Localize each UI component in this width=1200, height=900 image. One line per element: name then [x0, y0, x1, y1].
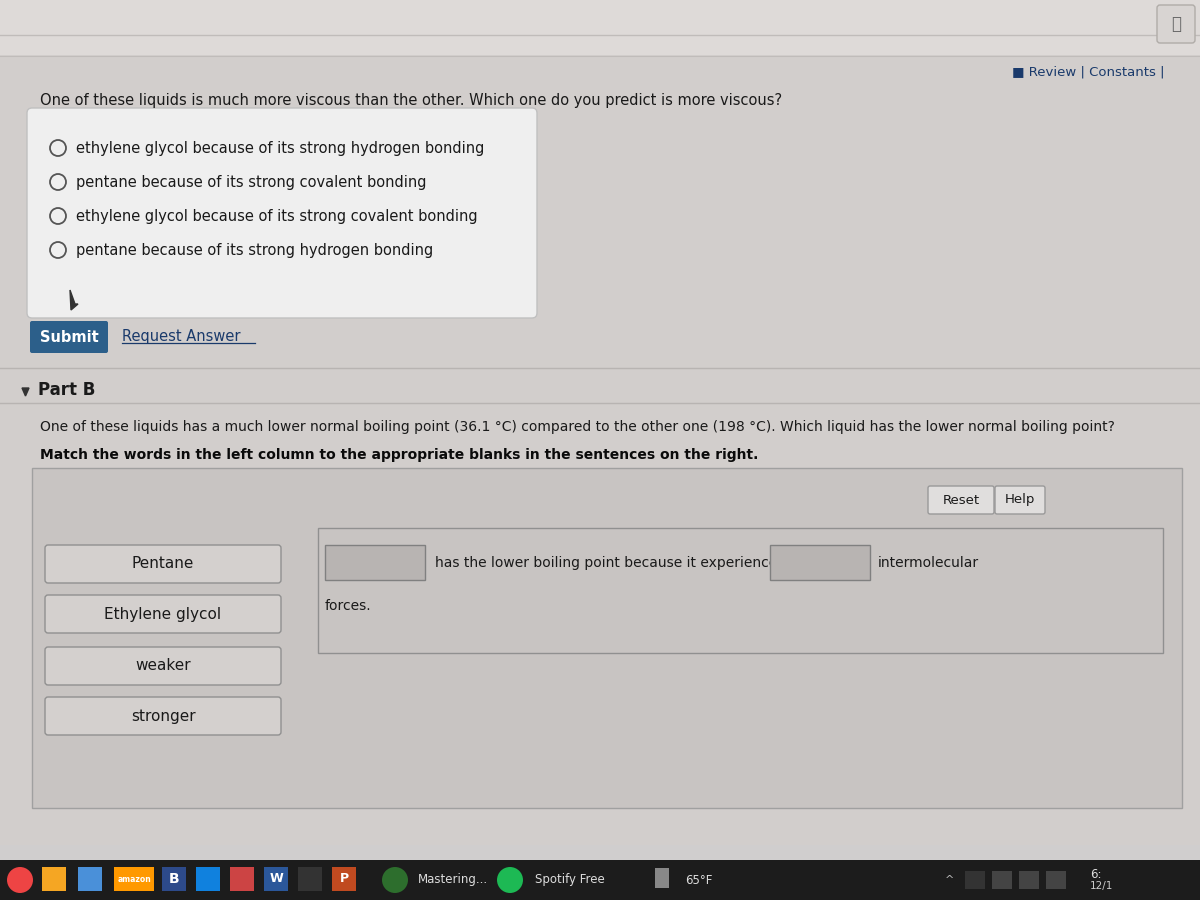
Text: One of these liquids is much more viscous than the other. Which one do you predi: One of these liquids is much more viscou… [40, 93, 782, 107]
FancyBboxPatch shape [995, 486, 1045, 514]
Text: pentane because of its strong covalent bonding: pentane because of its strong covalent b… [76, 175, 426, 190]
Text: Submit: Submit [40, 329, 98, 345]
FancyBboxPatch shape [0, 860, 1200, 900]
Circle shape [50, 242, 66, 258]
FancyBboxPatch shape [0, 0, 1200, 55]
FancyBboxPatch shape [770, 545, 870, 580]
Text: P: P [340, 872, 348, 886]
Text: ethylene glycol because of its strong hydrogen bonding: ethylene glycol because of its strong hy… [76, 140, 485, 156]
FancyBboxPatch shape [1019, 871, 1039, 889]
Text: W: W [269, 872, 283, 886]
FancyBboxPatch shape [992, 871, 1012, 889]
Circle shape [50, 208, 66, 224]
Text: Help: Help [1004, 493, 1036, 507]
Text: 6:: 6: [1090, 868, 1102, 881]
FancyBboxPatch shape [332, 867, 356, 891]
FancyBboxPatch shape [965, 871, 985, 889]
Polygon shape [22, 388, 29, 396]
FancyBboxPatch shape [230, 867, 254, 891]
FancyBboxPatch shape [298, 867, 322, 891]
Text: ■ Review | Constants |: ■ Review | Constants | [1013, 66, 1165, 78]
Text: 65°F: 65°F [685, 874, 713, 886]
FancyBboxPatch shape [162, 867, 186, 891]
FancyBboxPatch shape [78, 867, 102, 891]
Text: weaker: weaker [136, 659, 191, 673]
FancyBboxPatch shape [32, 468, 1182, 808]
Text: Ethylene glycol: Ethylene glycol [104, 607, 222, 622]
FancyBboxPatch shape [30, 321, 108, 353]
FancyBboxPatch shape [196, 867, 220, 891]
Circle shape [50, 174, 66, 190]
FancyBboxPatch shape [46, 545, 281, 583]
Text: Mastering...: Mastering... [418, 874, 488, 886]
FancyBboxPatch shape [1157, 5, 1195, 43]
Text: B: B [169, 872, 179, 886]
FancyBboxPatch shape [655, 868, 670, 888]
Text: pentane because of its strong hydrogen bonding: pentane because of its strong hydrogen b… [76, 242, 433, 257]
FancyBboxPatch shape [318, 528, 1163, 653]
Circle shape [7, 867, 34, 893]
FancyBboxPatch shape [264, 867, 288, 891]
Text: 12/1: 12/1 [1090, 881, 1114, 891]
Text: ^: ^ [946, 875, 955, 885]
FancyBboxPatch shape [928, 486, 994, 514]
FancyBboxPatch shape [0, 55, 1200, 845]
Text: forces.: forces. [325, 599, 372, 613]
FancyBboxPatch shape [46, 697, 281, 735]
FancyBboxPatch shape [42, 867, 66, 891]
FancyBboxPatch shape [28, 108, 538, 318]
Text: Pentane: Pentane [132, 556, 194, 572]
Text: amazon: amazon [118, 875, 151, 884]
Text: Match the words in the left column to the appropriate blanks in the sentences on: Match the words in the left column to th… [40, 448, 758, 462]
Text: intermolecular: intermolecular [878, 556, 979, 570]
Text: has the lower boiling point because it experiences: has the lower boiling point because it e… [436, 556, 785, 570]
Text: Request Answer: Request Answer [122, 329, 240, 345]
Text: 〈: 〈 [1171, 15, 1181, 33]
Circle shape [497, 867, 523, 893]
Text: Spotify Free: Spotify Free [535, 874, 605, 886]
Text: One of these liquids has a much lower normal boiling point (36.1 °C) compared to: One of these liquids has a much lower no… [40, 420, 1115, 434]
Text: Reset: Reset [942, 493, 979, 507]
Text: stronger: stronger [131, 708, 196, 724]
Circle shape [50, 140, 66, 156]
Text: ethylene glycol because of its strong covalent bonding: ethylene glycol because of its strong co… [76, 209, 478, 223]
FancyBboxPatch shape [46, 647, 281, 685]
Circle shape [382, 867, 408, 893]
Polygon shape [70, 290, 78, 310]
FancyBboxPatch shape [1046, 871, 1066, 889]
FancyBboxPatch shape [46, 595, 281, 633]
Text: Part B: Part B [38, 381, 95, 399]
FancyBboxPatch shape [325, 545, 425, 580]
FancyBboxPatch shape [114, 867, 154, 891]
